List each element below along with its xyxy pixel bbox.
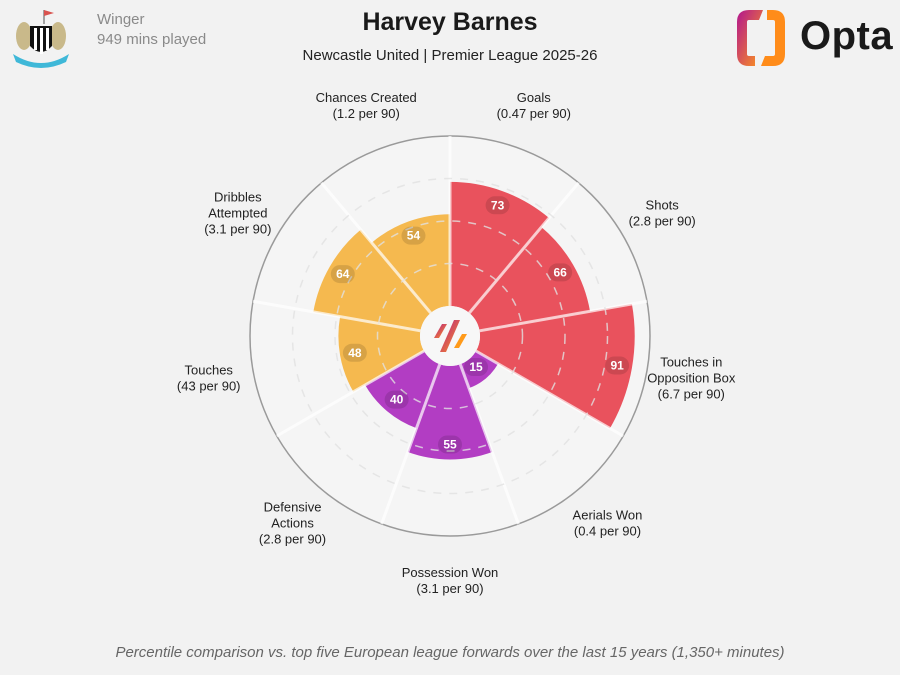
grid-ring — [334, 220, 566, 452]
category-label: Goals (0.47 per 90) — [497, 90, 571, 121]
value-label: 73 — [491, 198, 505, 212]
separator-line — [479, 299, 648, 333]
value-bubble — [485, 196, 510, 215]
bar-5 — [365, 351, 440, 429]
bar-3 — [460, 351, 499, 389]
bar-0 — [450, 181, 550, 314]
value-bubble — [401, 226, 426, 245]
separator-line — [380, 363, 442, 525]
grid-ring — [376, 262, 524, 410]
value-label: 66 — [553, 265, 567, 279]
value-bubble — [548, 263, 573, 282]
value-bubble — [384, 390, 409, 409]
category-label: Possession Won (3.1 per 90) — [402, 565, 499, 596]
category-label: Touches in Opposition Box (6.7 per 90) — [647, 355, 736, 402]
category-label: Chances Created (1.2 per 90) — [316, 90, 417, 121]
value-label: 48 — [348, 346, 362, 360]
value-bubble — [464, 358, 489, 377]
opta-wordmark: Opta — [800, 14, 894, 58]
value-label: 54 — [407, 229, 421, 243]
separator-line — [320, 181, 432, 314]
separator-line — [475, 349, 624, 438]
team-competition: Newcastle United | Premier League 2025-2… — [302, 47, 598, 64]
separator-line — [276, 349, 425, 438]
bar-6 — [338, 316, 425, 392]
bar-7 — [313, 229, 431, 331]
category-label: Defensive Actions (2.8 per 90) — [259, 500, 326, 547]
bar-8 — [371, 214, 450, 314]
value-bubble — [438, 435, 462, 454]
category-label: Aerials Won (0.4 per 90) — [573, 508, 643, 539]
value-label: 15 — [469, 360, 483, 374]
player-name: Harvey Barnes — [362, 8, 538, 36]
opta-logo-icon — [737, 10, 785, 66]
value-bubble — [342, 343, 367, 362]
player-position: Winger — [97, 11, 145, 28]
value-bubble — [605, 356, 630, 375]
separator-line — [468, 181, 580, 314]
value-label: 40 — [390, 393, 404, 407]
bar-2 — [475, 303, 635, 429]
value-label: 55 — [443, 438, 457, 452]
category-label: Shots (2.8 per 90) — [629, 198, 696, 229]
value-bubble — [330, 265, 355, 284]
separator-line — [252, 299, 421, 333]
value-label: 64 — [336, 267, 350, 281]
category-label: Touches (43 per 90) — [177, 363, 241, 394]
bar-4 — [407, 364, 493, 460]
minutes-played: 949 mins played — [97, 31, 207, 48]
grid-ring — [291, 177, 609, 495]
footnote: Percentile comparison vs. top five Europ… — [115, 644, 785, 661]
value-label: 91 — [610, 358, 624, 372]
player-meta: Winger 949 mins played — [97, 10, 206, 50]
club-crest-icon — [13, 10, 69, 68]
separator-line — [458, 363, 520, 525]
bar-1 — [469, 227, 591, 331]
category-label: Dribbles Attempted (3.1 per 90) — [204, 190, 271, 237]
